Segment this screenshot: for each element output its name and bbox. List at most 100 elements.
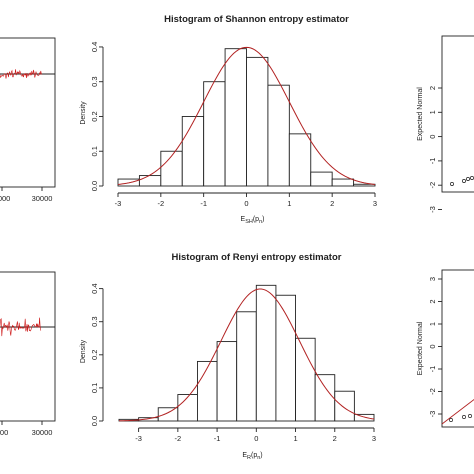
y-tick-label: -2 xyxy=(428,182,437,189)
histogram-bar xyxy=(181,116,205,187)
x-tick-label: 1 xyxy=(287,199,291,208)
histogram-bar xyxy=(331,178,355,187)
histogram-bar xyxy=(267,84,290,187)
y-tick-label: 0.2 xyxy=(90,350,99,360)
plot-frame xyxy=(441,35,474,193)
y-tick-label: 0 xyxy=(428,344,437,348)
y-axis-label: Density xyxy=(80,101,87,125)
density-curve xyxy=(117,46,376,185)
y-tick-label: 0.0 xyxy=(90,181,99,191)
x-tick-label: 3 xyxy=(372,434,376,443)
x-tick-label: -3 xyxy=(115,199,122,208)
y-tick-label: -2 xyxy=(428,388,437,395)
qq-panel-5: 3 2 1 0 -1 -2 -3 Expected Normal xyxy=(417,269,474,428)
x-label-close: ) xyxy=(260,452,262,459)
y-axis-label: Density xyxy=(80,339,87,363)
x-label-close: ) xyxy=(262,216,264,223)
qq-point xyxy=(468,414,472,418)
y-tick-label: 0.4 xyxy=(90,42,99,52)
histogram-bar xyxy=(197,360,218,422)
x-tick-label: 30000 xyxy=(32,428,53,437)
plot-frame xyxy=(441,269,474,428)
x-label-argument: (p xyxy=(253,216,259,223)
qq-point xyxy=(462,179,466,183)
trace-line xyxy=(0,317,42,337)
histogram-bar xyxy=(224,48,247,187)
x-axis-label: ER(pn) xyxy=(242,452,262,461)
y-tick-label: 0.2 xyxy=(90,111,99,121)
y-tick-label: 0.0 xyxy=(90,416,99,426)
y-tick-label: 1 xyxy=(428,322,437,326)
trace-panel-0: 0000 30000 xyxy=(0,37,56,203)
histogram-bar xyxy=(310,171,333,187)
chart-title: Histogram of Shannon entropy estimator xyxy=(164,14,349,25)
y-tick-label: 0 xyxy=(428,135,437,139)
x-label-subscript: SH xyxy=(245,219,253,225)
histogram-bar xyxy=(246,56,269,187)
y-tick-label: -1 xyxy=(428,158,437,165)
histogram-bar xyxy=(314,374,336,422)
x-tick-label: -1 xyxy=(200,199,207,208)
qq-point xyxy=(462,415,466,419)
y-axis-label: Expected Normal xyxy=(417,87,424,141)
y-tick-label: 2 xyxy=(428,86,437,90)
y-tick-label: 1 xyxy=(428,110,437,114)
x-axis-label: ESH(pn) xyxy=(241,216,265,225)
histogram-bar xyxy=(334,390,355,422)
qq-point xyxy=(450,182,454,186)
histogram-bar xyxy=(288,133,312,187)
x-tick-label: 0 xyxy=(254,434,258,443)
plot-frame xyxy=(0,271,56,422)
y-tick-label: 0.3 xyxy=(90,316,99,326)
x-label-argument: (p xyxy=(251,452,257,459)
trace-panel-3: 000 30000 xyxy=(0,271,56,437)
y-tick-label: 3 xyxy=(428,277,437,281)
histogram-bar xyxy=(177,394,198,422)
histogram-panel-1: Histogram of Shannon entropy estimator 0.… xyxy=(80,14,377,225)
histogram-panel-4: Histogram of Renyi entropy estimator 0.0 0… xyxy=(80,252,376,461)
x-tick-label: 30000 xyxy=(32,194,53,203)
histogram-bar xyxy=(216,341,238,422)
density-curve xyxy=(118,288,375,422)
x-tick-label: -2 xyxy=(157,199,164,208)
qq-panel-2: 2 1 0 -1 -2 -3 Expected Normal xyxy=(417,35,474,213)
y-tick-label: 0.3 xyxy=(90,76,99,86)
x-tick-label: 000 xyxy=(0,428,8,437)
histogram-bar xyxy=(138,175,162,187)
x-label-argument-subscript: n xyxy=(257,455,260,461)
histogram-bar xyxy=(353,183,376,187)
histogram-bar xyxy=(353,413,375,422)
histogram-bar xyxy=(295,337,316,422)
x-tick-label: 1 xyxy=(293,434,297,443)
x-tick-label: 3 xyxy=(373,199,377,208)
y-tick-label: 0.4 xyxy=(90,283,99,293)
y-tick-label: -1 xyxy=(428,366,437,373)
qq-point xyxy=(470,176,474,180)
y-tick-label: -3 xyxy=(428,206,437,213)
y-axis-label: Expected Normal xyxy=(417,321,424,375)
qq-point xyxy=(466,177,470,181)
histogram-bar xyxy=(203,81,226,187)
x-tick-label: 2 xyxy=(330,199,334,208)
chart-title: Histogram of Renyi entropy estimator xyxy=(172,252,342,263)
x-label-main: E xyxy=(242,452,247,459)
y-tick-label: 0.1 xyxy=(90,146,99,156)
qq-point xyxy=(449,418,453,422)
x-tick-label: -2 xyxy=(175,434,182,443)
histogram-bar xyxy=(236,311,257,422)
x-tick-label: 2 xyxy=(333,434,337,443)
y-tick-label: 2 xyxy=(428,299,437,303)
histogram-bar xyxy=(157,407,179,422)
x-tick-label: -3 xyxy=(135,434,142,443)
x-label-argument-subscript: n xyxy=(259,219,262,225)
x-tick-label: 0000 xyxy=(0,194,10,203)
qq-reference-line xyxy=(441,399,474,425)
y-tick-label: 0.1 xyxy=(90,383,99,393)
x-label-subscript: R xyxy=(247,455,251,461)
trace-line xyxy=(0,69,42,79)
plot-frame xyxy=(0,37,56,188)
x-label-main: E xyxy=(241,216,246,223)
histogram-bar xyxy=(255,284,277,422)
x-tick-label: 0 xyxy=(244,199,248,208)
